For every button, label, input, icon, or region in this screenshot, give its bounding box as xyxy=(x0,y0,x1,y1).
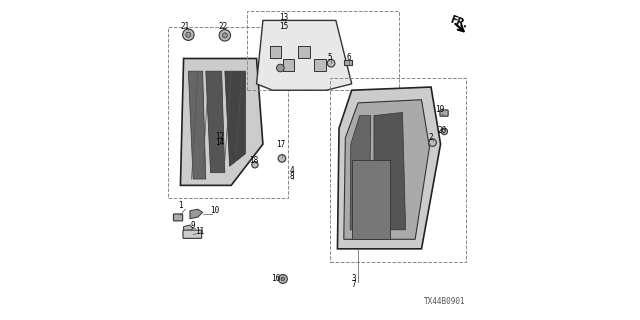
Text: 5: 5 xyxy=(327,53,332,62)
Text: 16: 16 xyxy=(271,274,280,283)
Circle shape xyxy=(186,32,191,37)
Text: 2: 2 xyxy=(428,133,433,142)
Text: 12: 12 xyxy=(216,132,225,141)
Circle shape xyxy=(429,139,436,146)
Text: 3: 3 xyxy=(352,274,356,283)
Circle shape xyxy=(281,277,285,281)
Text: FR.: FR. xyxy=(449,14,469,30)
Circle shape xyxy=(219,30,230,41)
Polygon shape xyxy=(225,71,246,166)
Polygon shape xyxy=(350,116,371,230)
Text: 13: 13 xyxy=(279,13,288,22)
Text: 8: 8 xyxy=(289,172,294,181)
Bar xyxy=(283,59,294,70)
Text: 19: 19 xyxy=(435,105,445,114)
Polygon shape xyxy=(344,100,429,239)
Text: 20: 20 xyxy=(438,126,447,135)
Polygon shape xyxy=(257,20,352,90)
Polygon shape xyxy=(180,59,263,185)
Text: 9: 9 xyxy=(191,220,195,229)
Text: 15: 15 xyxy=(279,22,288,31)
Circle shape xyxy=(441,128,447,135)
Bar xyxy=(247,11,399,90)
Bar xyxy=(270,46,282,58)
Text: 7: 7 xyxy=(352,280,356,289)
Polygon shape xyxy=(184,225,193,233)
Text: 22: 22 xyxy=(219,22,228,31)
Text: 21: 21 xyxy=(180,22,190,31)
Polygon shape xyxy=(337,87,440,249)
Bar xyxy=(298,46,310,58)
Bar xyxy=(168,27,288,198)
Circle shape xyxy=(278,155,285,162)
Text: 6: 6 xyxy=(347,53,351,62)
Circle shape xyxy=(252,162,258,168)
FancyBboxPatch shape xyxy=(440,110,448,116)
Bar xyxy=(344,60,352,66)
Polygon shape xyxy=(352,160,390,239)
Circle shape xyxy=(327,60,335,67)
Polygon shape xyxy=(206,71,225,173)
Polygon shape xyxy=(374,112,406,230)
Text: 11: 11 xyxy=(195,227,204,236)
Text: 18: 18 xyxy=(250,156,259,165)
Circle shape xyxy=(222,33,227,38)
Bar xyxy=(330,77,466,261)
Polygon shape xyxy=(190,209,203,219)
Text: 1: 1 xyxy=(178,201,183,210)
Text: 10: 10 xyxy=(210,206,220,215)
Text: 4: 4 xyxy=(289,166,294,175)
Bar xyxy=(314,59,326,70)
Text: 14: 14 xyxy=(216,138,225,147)
Polygon shape xyxy=(188,71,206,179)
Text: TX44B0901: TX44B0901 xyxy=(424,297,466,306)
Circle shape xyxy=(182,29,194,40)
FancyBboxPatch shape xyxy=(173,214,182,221)
Circle shape xyxy=(276,64,284,72)
FancyBboxPatch shape xyxy=(183,230,202,238)
Circle shape xyxy=(278,275,287,284)
Text: 17: 17 xyxy=(276,140,285,149)
